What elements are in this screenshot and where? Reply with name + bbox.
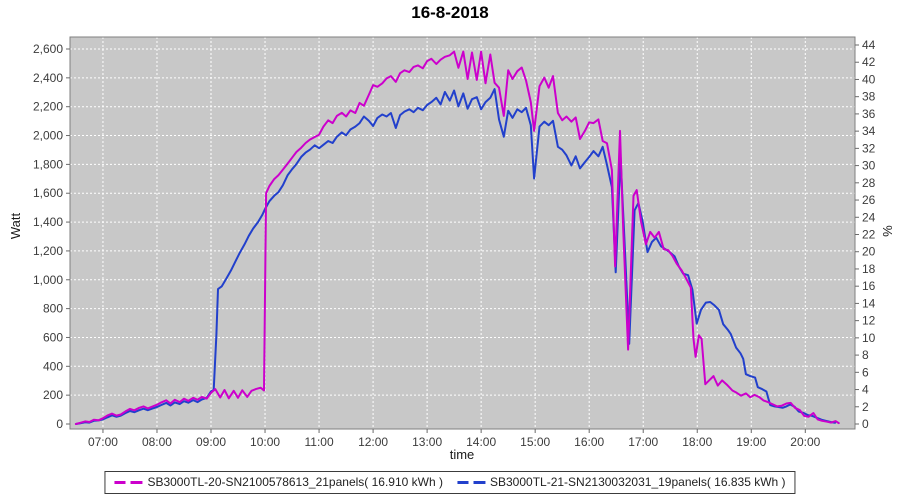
- y-left-tick-label: 1,200: [33, 244, 63, 258]
- legend-label: SB3000TL-20-SN2100578613_21panels( 16.91…: [147, 475, 443, 489]
- y-right-tick-label: 20: [862, 245, 876, 259]
- y-right-tick-label: 30: [862, 159, 876, 173]
- series-line-sb3000tl-20: [74, 50, 840, 425]
- x-tick-label: 15:00: [520, 435, 550, 449]
- y-left-tick-label: 200: [43, 388, 63, 402]
- x-tick-label: 18:00: [682, 435, 712, 449]
- x-tick-label: 10:00: [250, 435, 280, 449]
- x-axis-label: time: [449, 447, 475, 462]
- y-right-tick-label: 18: [862, 262, 876, 276]
- x-tick-label: 07:00: [88, 435, 118, 449]
- y-left-tick-label: 400: [43, 359, 63, 373]
- x-tick-label: 09:00: [196, 435, 226, 449]
- x-tick-label: 14:00: [466, 435, 496, 449]
- y-left-tick-label: 2,000: [33, 129, 63, 143]
- legend-line-sample-magenta: [114, 480, 143, 484]
- y-right-tick-label: 0: [862, 417, 869, 431]
- y-right-tick-label: 36: [862, 107, 876, 121]
- x-tick-label: 12:00: [358, 435, 388, 449]
- y-left-tick-label: 1,800: [33, 157, 63, 171]
- y-right-tick-label: 14: [862, 296, 876, 310]
- y-right-tick-label: 26: [862, 193, 876, 207]
- chart-title: 16-8-2018: [411, 3, 489, 22]
- x-tick-label: 13:00: [412, 435, 442, 449]
- y-left-tick-label: 2,600: [33, 42, 63, 56]
- y-left-tick-label: 0: [56, 417, 63, 431]
- y-axis-label-left: Watt: [8, 212, 23, 240]
- y-right-tick-label: 44: [862, 38, 876, 52]
- axis-tick-labels: 02004006008001,0001,2001,4001,6001,8002,…: [33, 38, 876, 449]
- y-axis-label-right: %: [880, 225, 895, 237]
- y-left-tick-label: 2,400: [33, 71, 63, 85]
- y-right-tick-label: 28: [862, 176, 876, 190]
- y-right-tick-label: 12: [862, 314, 876, 328]
- axis-ticks: [66, 44, 859, 433]
- plot-background: [70, 37, 855, 429]
- y-right-tick-label: 10: [862, 331, 876, 345]
- y-right-tick-label: 6: [862, 365, 869, 379]
- x-tick-label: 19:00: [736, 435, 766, 449]
- y-left-tick-label: 2,200: [33, 100, 63, 114]
- y-left-tick-label: 1,600: [33, 186, 63, 200]
- y-right-tick-label: 24: [862, 210, 876, 224]
- x-tick-label: 08:00: [142, 435, 172, 449]
- y-right-tick-label: 8: [862, 348, 869, 362]
- legend-label: SB3000TL-21-SN2130032031_19panels( 16.83…: [490, 475, 786, 489]
- y-right-tick-label: 22: [862, 228, 876, 242]
- legend-entry-sb3000tl-21: SB3000TL-21-SN2130032031_19panels( 16.83…: [457, 475, 786, 489]
- y-left-tick-label: 600: [43, 330, 63, 344]
- y-right-tick-label: 16: [862, 279, 876, 293]
- y-right-tick-label: 4: [862, 383, 869, 397]
- x-tick-label: 20:00: [790, 435, 820, 449]
- x-tick-label: 17:00: [628, 435, 658, 449]
- plot-frame: [69, 36, 856, 430]
- legend-entry-sb3000tl-20: SB3000TL-20-SN2100578613_21panels( 16.91…: [114, 475, 443, 489]
- legend-line-sample-blue: [457, 480, 485, 484]
- y-right-tick-label: 32: [862, 141, 876, 155]
- y-right-tick-label: 40: [862, 72, 876, 86]
- x-tick-label: 16:00: [574, 435, 604, 449]
- legend: SB3000TL-20-SN2100578613_21panels( 16.91…: [104, 471, 796, 494]
- x-tick-label: 11:00: [304, 435, 333, 449]
- y-right-tick-label: 2: [862, 400, 869, 414]
- y-right-tick-label: 34: [862, 124, 876, 138]
- y-right-tick-label: 38: [862, 90, 876, 104]
- y-left-tick-label: 1,400: [33, 215, 63, 229]
- y-left-tick-label: 800: [43, 302, 63, 316]
- y-left-tick-label: 1,000: [33, 273, 63, 287]
- y-right-tick-label: 42: [862, 55, 876, 69]
